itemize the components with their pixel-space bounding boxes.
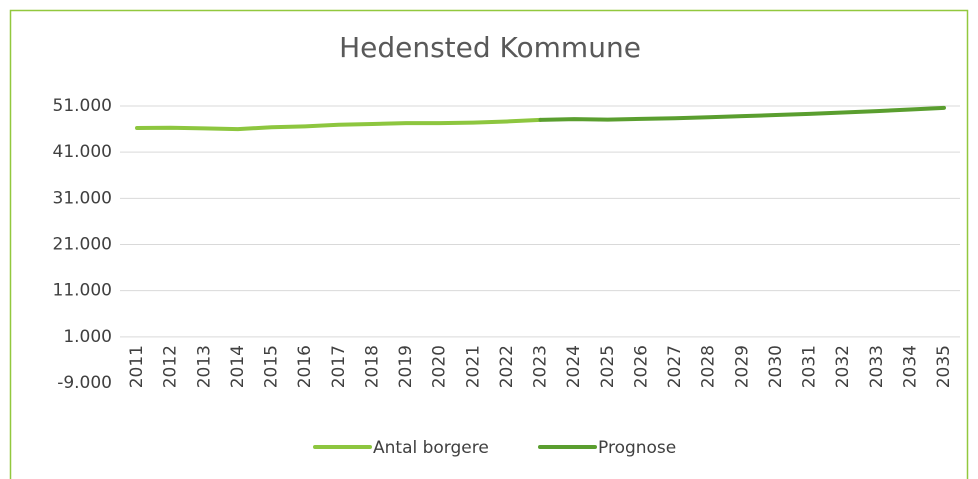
- y-tick-label: 21.000: [53, 235, 112, 255]
- x-tick-label: 2035: [934, 345, 954, 388]
- x-tick-label: 2020: [430, 345, 450, 388]
- x-tick-label: 2025: [598, 345, 618, 388]
- x-tick-label: 2026: [631, 345, 651, 388]
- y-tick-label: 1.000: [63, 327, 112, 347]
- x-tick-label: 2034: [900, 345, 920, 388]
- x-tick-label: 2017: [329, 345, 349, 388]
- x-tick-label: 2018: [362, 345, 382, 388]
- x-tick-label: 2019: [396, 345, 416, 388]
- y-tick-label: 51.000: [53, 96, 112, 116]
- legend-label: Prognose: [598, 438, 676, 458]
- x-tick-label: 2023: [531, 345, 551, 388]
- y-tick-label: 31.000: [53, 188, 112, 208]
- series-line: [135, 117, 543, 132]
- x-tick-label: 2030: [766, 345, 786, 388]
- x-tick-label: 2027: [665, 345, 685, 388]
- y-tick-label: 11.000: [53, 281, 112, 301]
- x-tick-label: 2031: [800, 345, 820, 388]
- x-tick-label: 2016: [295, 345, 315, 388]
- x-tick-label: 2015: [262, 345, 282, 388]
- x-tick-label: 2024: [564, 345, 584, 388]
- x-tick-label: 2028: [699, 345, 719, 388]
- x-tick-label: 2014: [228, 345, 248, 388]
- x-tick-label: 2033: [867, 345, 887, 388]
- x-tick-label: 2013: [194, 345, 214, 388]
- y-tick-label: -9.000: [57, 373, 112, 393]
- x-tick-label: 2029: [732, 345, 752, 388]
- x-tick-label: 2022: [497, 345, 517, 388]
- y-tick-label: 41.000: [53, 142, 112, 162]
- x-tick-label: 2012: [161, 345, 181, 388]
- series-line: [538, 105, 946, 122]
- x-tick-label: 2021: [463, 345, 483, 388]
- x-tick-label: 2032: [833, 345, 853, 388]
- legend-label: Antal borgere: [373, 438, 489, 458]
- chart-title: Hedensted Kommune: [339, 31, 641, 64]
- x-tick-label: 2011: [127, 345, 147, 388]
